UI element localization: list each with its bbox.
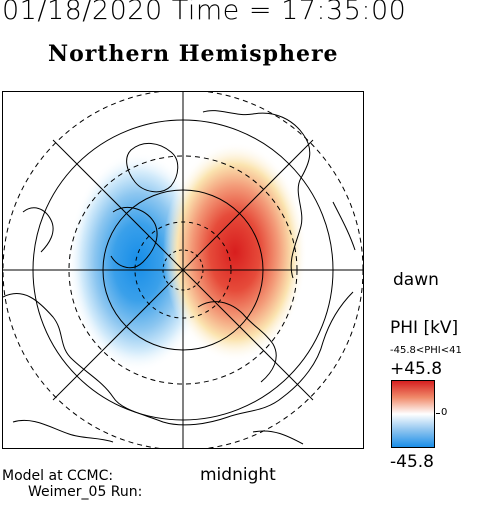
colorbar-min-label: -45.8 [390,452,434,472]
colorbar-max-label: +45.8 [390,359,443,379]
coastlines [3,110,356,445]
colorbar [391,380,435,448]
timestamp-title: 01/18/2020 Time = 17:35:00 [2,0,407,26]
colorbar-title: PHI [kV] [390,318,459,338]
midnight-label: midnight [200,465,276,485]
model-label: Model at CCMC: [2,468,114,484]
dawn-label: dawn [393,270,439,290]
run-label: Weimer_05 Run: [28,484,143,500]
colorbar-zero-tick [436,413,440,414]
colorbar-range: -45.8<PHI<41 [390,345,462,356]
positive-potential-cell [163,142,307,362]
hemisphere-title: Northern Hemisphere [48,41,339,67]
polar-map [2,91,364,449]
polar-plot [3,92,363,448]
meridian-lines [3,92,363,448]
colorbar-zero-label: 0 [441,407,448,418]
